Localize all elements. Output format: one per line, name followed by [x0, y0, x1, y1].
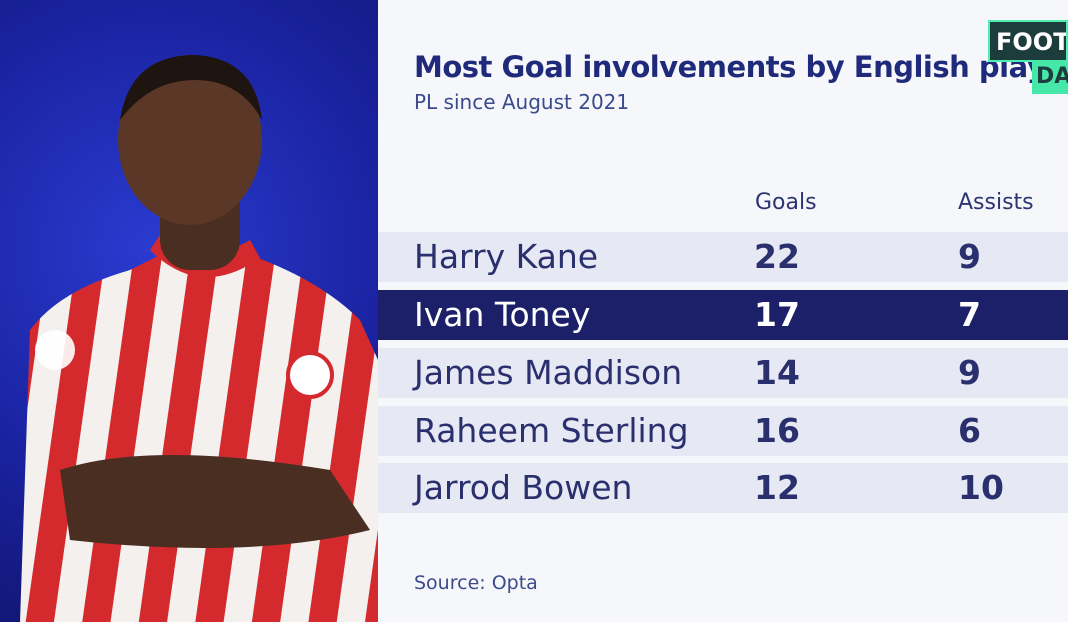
- player-name: Harry Kane: [414, 237, 599, 276]
- goals: 22: [754, 237, 800, 276]
- player-name: James Maddison: [414, 353, 683, 392]
- column-header: Goals: [755, 190, 817, 215]
- assists: 9: [958, 353, 981, 392]
- assists: 7: [958, 295, 981, 334]
- player-name: Jarrod Bowen: [414, 468, 633, 507]
- player-image: [20, 55, 378, 622]
- player-name: Raheem Sterling: [414, 411, 689, 450]
- assists: 9: [958, 237, 981, 276]
- title: Most Goal involvements by English play: [414, 50, 1046, 84]
- table-row: Raheem Sterling 16 6: [378, 406, 1068, 456]
- table-row: Ivan Toney 17 7: [378, 290, 1068, 340]
- table-row: James Maddison 14 9: [378, 348, 1068, 398]
- goals: 12: [754, 468, 800, 507]
- logo-bottom: DA: [1032, 60, 1068, 94]
- logo-top: FOOT: [988, 20, 1068, 62]
- assists: 6: [958, 411, 981, 450]
- source: Source: Opta: [414, 572, 538, 594]
- player-panel: [0, 0, 378, 622]
- subtitle: PL since August 2021: [414, 90, 630, 114]
- logo: FOOT DA: [988, 20, 1068, 96]
- goals: 17: [754, 295, 800, 334]
- column-header: Assists: [958, 190, 1034, 215]
- table-row: Jarrod Bowen 12 10: [378, 463, 1068, 513]
- assists: 10: [958, 468, 1004, 507]
- table-row: Harry Kane 22 9: [378, 232, 1068, 282]
- goals: 14: [754, 353, 800, 392]
- player-name: Ivan Toney: [414, 295, 591, 334]
- goals: 16: [754, 411, 800, 450]
